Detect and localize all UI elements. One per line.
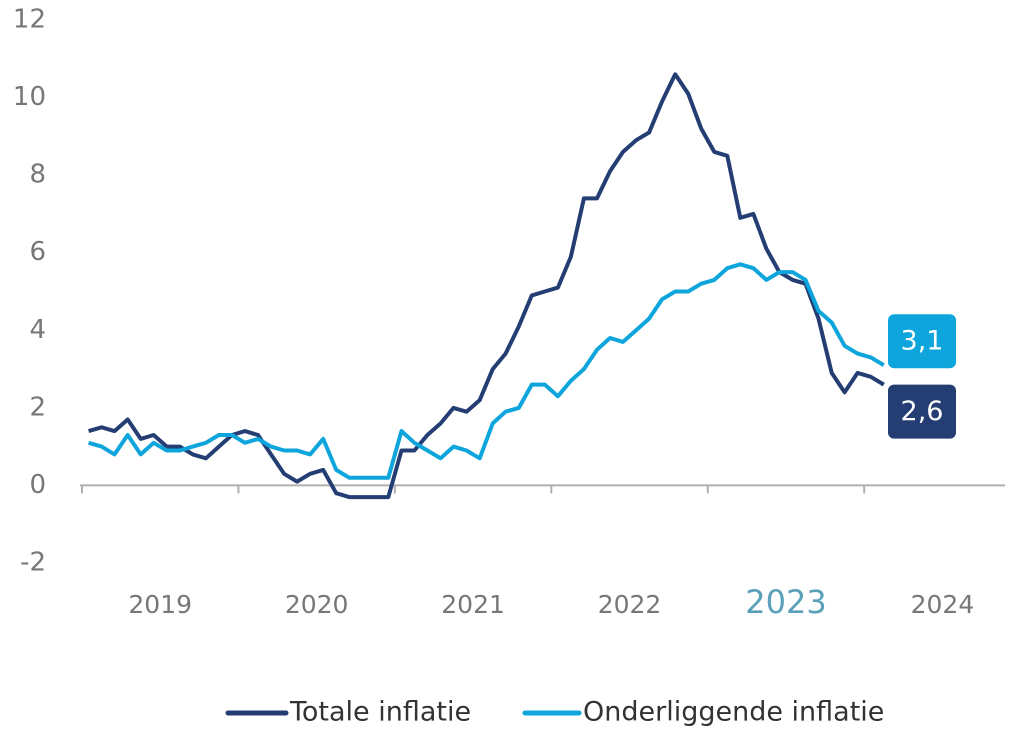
y-tick-label: 4 (29, 315, 46, 345)
legend-label: Onderliggende inflatie (583, 697, 884, 728)
y-tick-label: 10 (13, 82, 46, 112)
line-series (88, 72, 885, 500)
value-label-box (888, 314, 956, 369)
x-tick-label: 2020 (285, 590, 349, 619)
y-tick-label: 8 (29, 160, 46, 190)
legend-label: Totale inflatie (289, 697, 471, 728)
x-tick-label: 2022 (598, 590, 662, 619)
y-tick-label: 6 (29, 237, 46, 267)
x-tick-label: 2023 (745, 583, 826, 621)
x-tick-label: 2024 (911, 590, 975, 619)
y-tick-label: 2 (29, 392, 46, 422)
y-tick-label: -2 (20, 548, 46, 578)
value-label: 2,6 (901, 396, 944, 427)
line-series (88, 262, 885, 480)
x-tick-label: 2021 (441, 590, 505, 619)
x-tick-label: 2019 (128, 590, 192, 619)
value-label: 3,1 (901, 326, 944, 357)
y-tick-label: 12 (13, 5, 46, 35)
value-label-box (888, 384, 956, 439)
y-tick-label: 0 (29, 470, 46, 500)
